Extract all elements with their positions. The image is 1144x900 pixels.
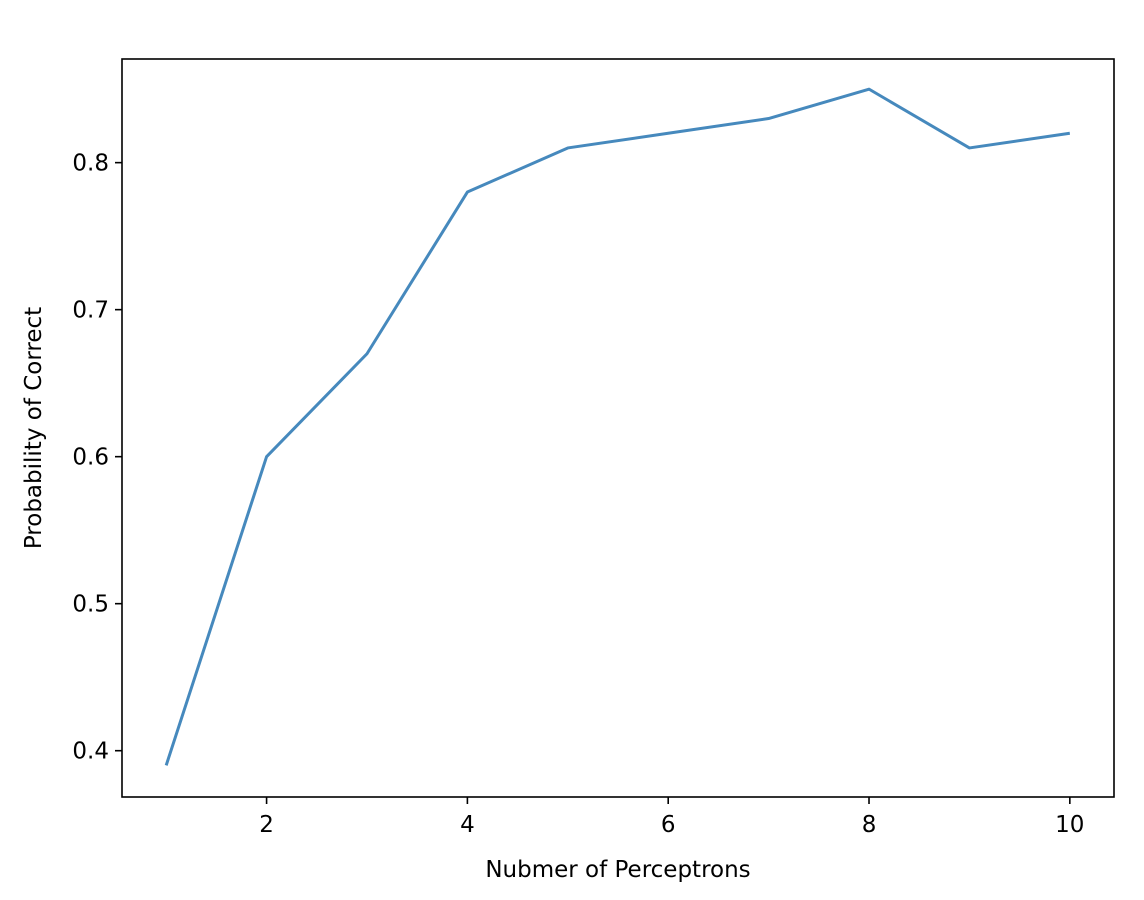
x-tick-label: 6 xyxy=(661,812,676,838)
y-tick-label: 0.8 xyxy=(72,151,109,177)
y-tick-label: 0.6 xyxy=(72,445,109,471)
x-axis-label: Nubmer of Perceptrons xyxy=(485,857,750,883)
plot-frame xyxy=(121,58,1115,798)
series-layer xyxy=(164,87,1071,766)
series-line-0 xyxy=(164,87,1071,766)
y-axis-label: Probability of Correct xyxy=(21,307,47,549)
x-axis-ticks: 2 4 6 8 10 xyxy=(259,797,1084,838)
y-tick-label: 0.4 xyxy=(72,739,109,765)
y-tick-label: 0.5 xyxy=(72,592,109,618)
x-tick-label: 4 xyxy=(460,812,475,838)
y-axis-ticks: 0.4 0.5 0.6 0.7 0.8 xyxy=(72,151,122,765)
x-tick-label: 10 xyxy=(1055,812,1084,838)
y-tick-label: 0.7 xyxy=(72,298,109,324)
x-tick-label: 8 xyxy=(862,812,877,838)
x-tick-label: 2 xyxy=(259,812,274,838)
